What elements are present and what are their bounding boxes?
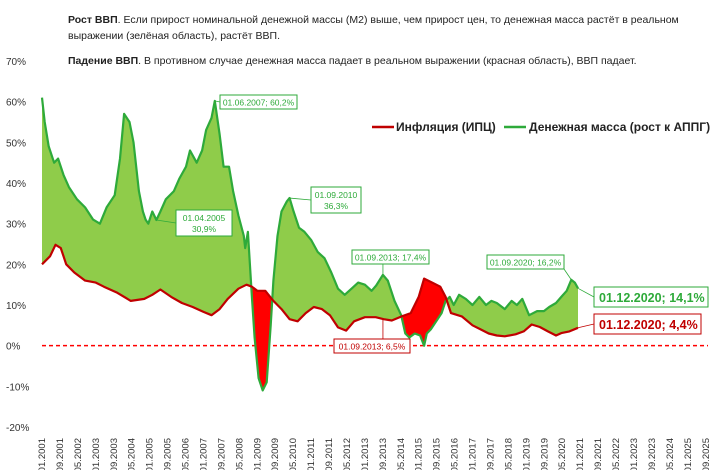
x-tick-label: 01.01.2009 [252, 438, 263, 470]
x-tick-label: 01.01.2017 [468, 438, 479, 470]
y-tick-label: -20% [6, 423, 29, 434]
note-fall-title: Падение ВВП [68, 55, 139, 67]
callout-box [175, 209, 233, 237]
y-tick-label: 40% [6, 179, 26, 190]
callout-label: 01.09.2013; 17,4% [355, 253, 427, 263]
note-growth-text: . Если прирост номинальной денежной масс… [68, 14, 679, 42]
x-tick-label: 01.05.2024 [665, 438, 676, 470]
x-tick-label: 01.05.2020 [557, 438, 568, 470]
x-tick-label: 01.09.2015 [432, 438, 443, 470]
y-tick-label: 30% [6, 220, 26, 231]
x-tick-label: 01.01.2025 [683, 438, 694, 470]
callout-label: 01.06.2007; 60,2% [223, 98, 295, 108]
x-tick-label: 01.01.2013 [360, 438, 371, 470]
x-tick-label: 01.01.2007 [198, 438, 209, 470]
x-tick-label: 01.09.2025 [701, 438, 712, 470]
note-fall: Падение ВВП. В противном случае денежная… [68, 53, 637, 69]
x-tick-label: 01.05.2010 [288, 438, 299, 470]
y-tick-label: 50% [6, 138, 26, 149]
x-tick-label: 01.09.2023 [647, 438, 658, 470]
x-tick-label: 01.05.2014 [396, 438, 407, 470]
callout-leader [289, 197, 312, 201]
money-growth-area [446, 279, 578, 337]
money-growth-area [272, 198, 402, 331]
note-growth: Рост ВВП. Если прирост номинальной денеж… [68, 12, 720, 44]
callout-box [351, 249, 430, 265]
x-tick-label: 01.09.2013 [378, 438, 389, 470]
x-tick-label: 01.05.2018 [503, 438, 514, 470]
end-label-box [593, 286, 709, 308]
x-tick-label: 01.05.2016 [450, 438, 461, 470]
callout-leader [156, 219, 177, 224]
y-tick-label: 0% [6, 342, 21, 353]
x-tick-label: 01.01.2005 [145, 438, 156, 470]
end-label-text: 01.12.2020; 4,4% [599, 318, 698, 332]
x-tick-label: 01.09.2003 [109, 438, 120, 470]
callout-label: 01.09.2013; 6,5% [339, 342, 406, 352]
end-label-box [593, 313, 702, 335]
x-tick-label: 01.05.2006 [181, 438, 192, 470]
x-tick-label: 01.01.2015 [414, 438, 425, 470]
x-tick-label: 01.01.2019 [521, 438, 532, 470]
end-label-leader [577, 287, 595, 298]
money-decline-area [401, 278, 447, 346]
legend-label-inflation: Инфляция (ИПЦ) [396, 120, 496, 134]
note-growth-title: Рост ВВП [68, 14, 118, 26]
x-tick-label: 01.09.2021 [593, 438, 604, 470]
end-label-leader [577, 323, 595, 329]
x-tick-label: 01.05.2012 [342, 438, 353, 470]
y-tick-label: 10% [6, 301, 26, 312]
x-tick-label: 01.05.2002 [73, 438, 84, 470]
x-tick-label: 01.09.2019 [539, 438, 550, 470]
callout-label: 01.09.2010 [315, 190, 358, 200]
callout-value: 30,9% [192, 224, 217, 234]
money-supply-line [40, 97, 579, 392]
callout-leader [563, 268, 572, 281]
inflation-line [41, 243, 579, 338]
note-fall-text: . В противном случае денежная масса пада… [138, 55, 637, 67]
callout-value: 36,3% [324, 201, 349, 211]
x-tick-label: 01.09.2009 [270, 438, 281, 470]
callout-label: 01.09.2020; 16,2% [490, 258, 562, 268]
x-tick-label: 01.01.2011 [306, 438, 317, 470]
legend-label-money: Денежная масса (рост к АППГ) [529, 120, 710, 134]
x-tick-label: 01.09.2001 [55, 438, 66, 470]
x-tick-label: 01.05.2008 [234, 438, 245, 470]
y-tick-label: -10% [6, 382, 29, 393]
callout-box [333, 338, 411, 354]
x-tick-label: 01.01.2001 [37, 438, 48, 470]
x-tick-label: 01.09.2005 [163, 438, 174, 470]
x-tick-label: 01.01.2021 [575, 438, 586, 470]
x-tick-label: 01.09.2011 [324, 438, 335, 470]
callout-leader [214, 100, 221, 103]
money-growth-area [42, 97, 252, 316]
x-tick-label: 01.09.2017 [485, 438, 496, 470]
y-tick-label: 20% [6, 260, 26, 271]
x-tick-label: 01.09.2007 [216, 438, 227, 470]
callout-box [219, 94, 298, 110]
y-tick-label: 60% [6, 98, 26, 109]
x-tick-label: 01.05.2022 [611, 438, 622, 470]
callout-box [310, 186, 362, 214]
x-tick-label: 01.01.2003 [91, 438, 102, 470]
x-tick-label: 01.01.2023 [629, 438, 640, 470]
x-tick-label: 01.05.2004 [127, 438, 138, 470]
end-label-text: 01.12.2020; 14,1% [599, 291, 705, 305]
y-tick-label: 70% [6, 57, 26, 68]
callout-box [486, 254, 565, 270]
callout-label: 01.04.2005 [183, 213, 226, 223]
